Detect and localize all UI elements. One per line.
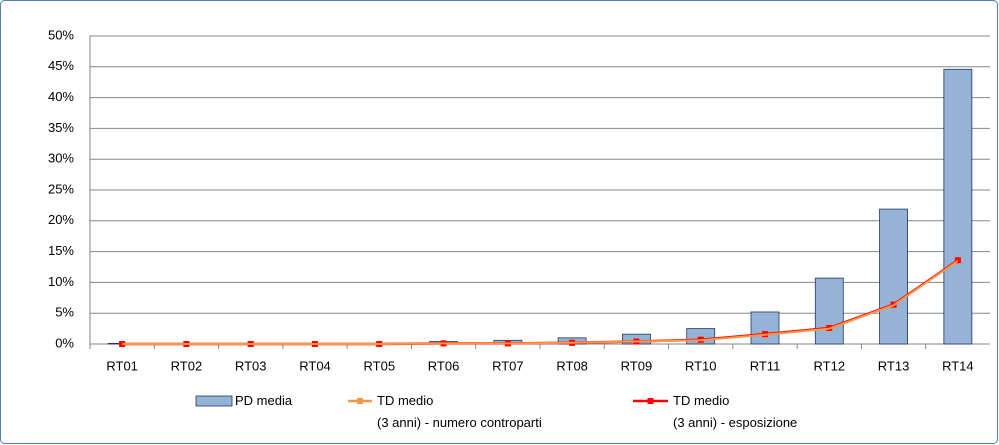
y-tick-label: 25% [48,181,74,196]
legend-label: TD medio (3 anni) - numero controparti [377,393,542,430]
marker [954,257,961,264]
y-tick-label: 15% [48,243,74,258]
x-tick-label: RT08 [556,358,588,373]
y-tick-label: 45% [48,58,74,73]
bar [943,68,973,345]
x-tick-label: RT12 [814,358,846,373]
x-tick-label: RT07 [492,358,524,373]
x-tick-label: RT04 [299,358,331,373]
y-tick-label: 35% [48,120,74,135]
y-tick-label: 5% [55,305,74,320]
y-tick-label: 0% [55,335,74,350]
bar [750,311,780,345]
legend-swatch [357,398,363,404]
y-tick-label: 50% [48,27,74,42]
legend-swatch [195,395,233,407]
line [122,260,959,345]
x-tick-label: RT02 [171,358,203,373]
y-tick-label: 30% [48,151,74,166]
legend-label: PD media [235,393,293,408]
y-tick-label: 20% [48,212,74,227]
x-tick-label: RT09 [621,358,653,373]
x-tick-label: RT10 [685,358,717,373]
x-tick-label: RT13 [878,358,910,373]
x-tick-label: RT06 [428,358,460,373]
legend-swatch [647,398,654,404]
x-tick-label: RT01 [106,358,138,373]
bar [879,208,908,345]
x-tick-label: RT11 [750,358,781,373]
y-tick-label: 10% [48,274,74,289]
x-tick-label: RT14 [942,358,974,373]
x-tick-label: RT05 [364,358,396,373]
x-tick-label: RT03 [235,358,267,373]
bar [814,277,844,345]
y-tick-label: 40% [48,89,74,104]
legend-label: TD medio (3 anni) - esposizione [673,393,798,430]
